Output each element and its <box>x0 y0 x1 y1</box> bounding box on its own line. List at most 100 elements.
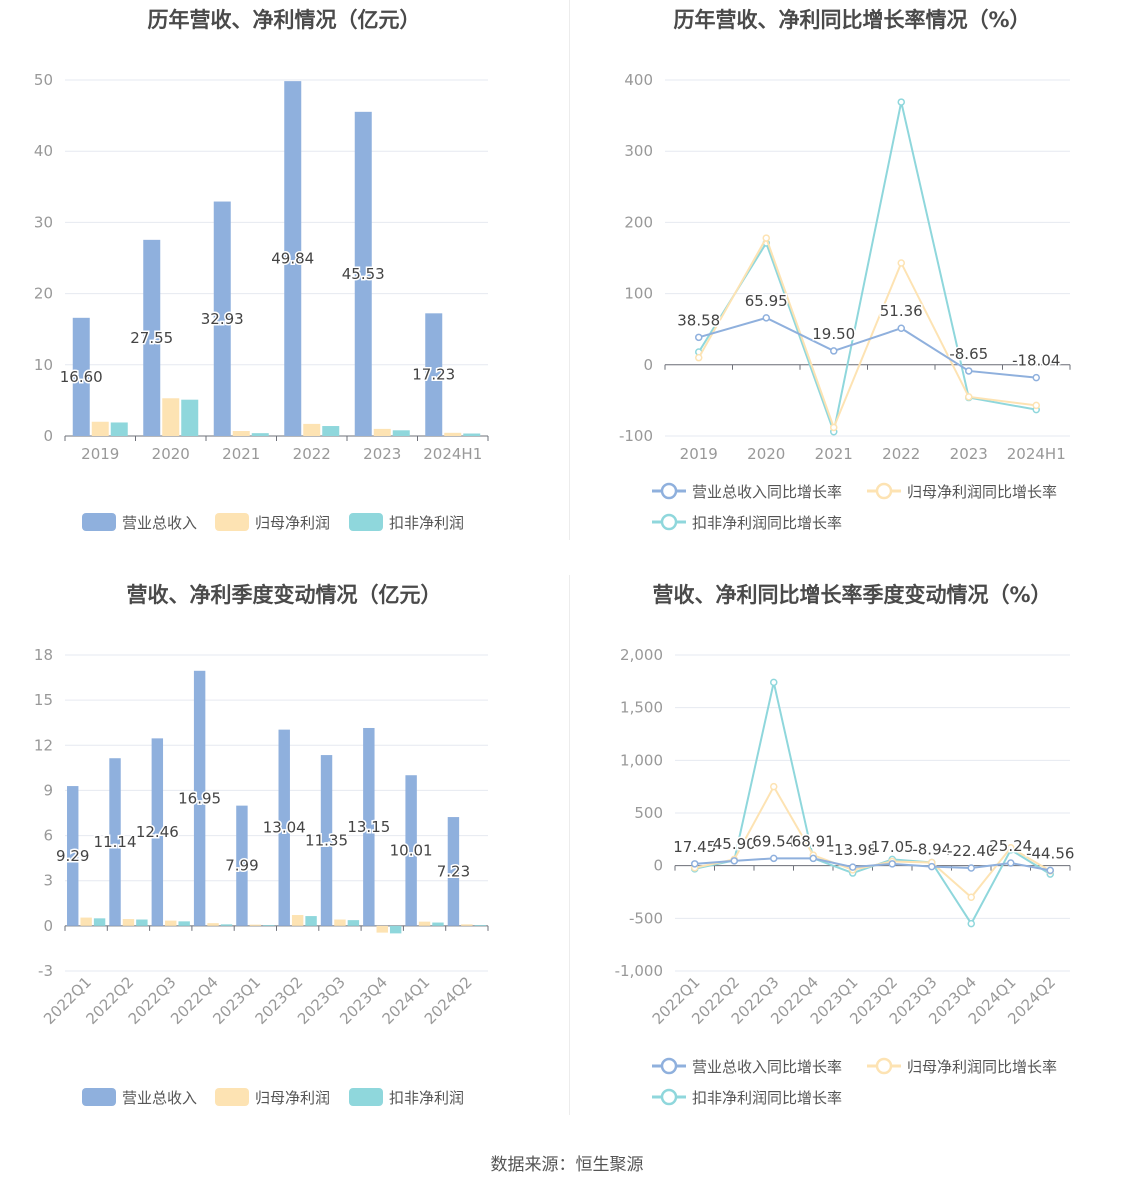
legend-swatch-marker <box>660 1057 678 1075</box>
bar-归母净利润 <box>207 923 219 926</box>
y-tick-label: 50 <box>34 71 53 89</box>
data-point <box>888 860 896 868</box>
data-label: 68.91 <box>792 832 835 850</box>
bar-扣非净利润 <box>93 918 106 926</box>
bar-扣非净利润 <box>392 430 410 436</box>
series-line-营业总收入同比增长率 <box>698 316 1037 379</box>
bar-扣非净利润 <box>432 922 444 926</box>
annual-line-panel: 历年营收、净利同比增长率情况（%） -100 0 100 200 300 400 2019 2… <box>570 0 1134 545</box>
y-tick-label: -500 <box>629 909 663 927</box>
y-tick-label: 1,000 <box>620 751 663 769</box>
x-tick-label: 2020 <box>747 445 785 463</box>
legend-label: 归母净利润 <box>255 514 330 532</box>
bar-营业总收入 <box>405 775 417 926</box>
legend-swatch <box>82 1088 116 1106</box>
data-label: 11.14 <box>94 833 137 851</box>
y-tick-label: 30 <box>34 213 53 231</box>
data-label: -13.98 <box>829 841 877 859</box>
bar-扣非净利润 <box>263 925 275 926</box>
bar-营业总收入 <box>320 755 333 926</box>
data-label: 17.23 <box>412 366 455 384</box>
data-source: 数据来源：恒生聚源 <box>490 1155 644 1175</box>
data-point <box>967 893 975 902</box>
bar-营业总收入 <box>363 727 375 926</box>
data-point <box>967 919 975 928</box>
data-label: -18.04 <box>1012 352 1060 370</box>
y-tick-label: -1,000 <box>615 962 663 980</box>
bar-扣非净利润 <box>220 924 233 926</box>
y-tick-label: 200 <box>624 213 653 231</box>
data-point <box>928 862 936 871</box>
y-tick-label: 18 <box>34 646 53 664</box>
data-point <box>1046 866 1054 875</box>
y-tick-label: 300 <box>624 142 653 160</box>
bar-扣非净利润 <box>463 433 481 436</box>
data-point <box>695 333 703 342</box>
bar-营业总收入 <box>278 729 290 926</box>
divider-bottom <box>569 575 570 1115</box>
bar-扣非净利润 <box>136 919 148 926</box>
bar-营业总收入 <box>67 786 79 926</box>
bar-扣非净利润 <box>178 921 190 926</box>
bar-归母净利润 <box>162 398 180 436</box>
bar-扣非净利润 <box>347 920 360 926</box>
bar-营业总收入 <box>425 313 443 436</box>
legend-swatch-marker <box>660 482 678 500</box>
data-label: 51.36 <box>880 302 923 320</box>
data-point <box>967 864 975 872</box>
y-tick-label: 20 <box>34 285 53 303</box>
bar-归母净利润 <box>376 925 388 933</box>
y-tick-label: 12 <box>34 736 53 754</box>
data-label: 25.24 <box>989 837 1032 855</box>
legend-label: 扣非净利润 <box>389 514 464 532</box>
data-label: 16.60 <box>60 368 103 386</box>
data-point <box>695 353 703 362</box>
y-tick-label: 2,000 <box>620 646 663 664</box>
x-tick-label: 2020 <box>152 445 190 463</box>
x-tick-label: 2021 <box>222 445 260 463</box>
data-point <box>897 259 905 267</box>
data-point <box>1032 373 1040 382</box>
legend-swatch-marker <box>660 513 678 531</box>
data-label: 65.95 <box>745 292 788 310</box>
legend-label: 营业总收入同比增长率 <box>692 483 842 501</box>
legend-label: 归母净利润同比增长率 <box>907 483 1057 501</box>
y-tick-label: 400 <box>624 71 653 89</box>
annual-bar-panel: 历年营收、净利情况（亿元） 0 10 20 30 40 50 2019 2020 2021 202… <box>0 0 568 545</box>
data-label: 45.53 <box>342 265 385 283</box>
y-tick-label: 40 <box>34 142 53 160</box>
bar-营业总收入 <box>151 738 164 926</box>
y-tick-label: 9 <box>43 781 53 799</box>
y-tick-label: 0 <box>653 857 663 875</box>
y-tick-label: 500 <box>634 804 663 822</box>
x-tick-label: 2023 <box>950 445 988 463</box>
legend-label: 归母净利润 <box>255 1089 330 1107</box>
legend-swatch <box>215 1088 249 1106</box>
bar-归母净利润 <box>165 920 177 926</box>
y-tick-label: 100 <box>624 285 653 303</box>
bar-扣非净利润 <box>181 399 199 436</box>
bar-营业总收入 <box>109 758 121 926</box>
bar-扣非净利润 <box>110 422 128 436</box>
data-label: 49.84 <box>271 250 314 268</box>
data-point <box>830 347 838 355</box>
data-point <box>830 423 838 432</box>
data-point <box>965 367 973 375</box>
data-point <box>897 324 905 332</box>
bar-归母净利润 <box>80 917 92 926</box>
data-point <box>809 854 817 863</box>
quarterly-line-panel: 营收、净利同比增长率季度变动情况（%） -1,000 -500 0 500 1,000 1… <box>570 575 1134 1120</box>
bar-扣非净利润 <box>389 925 402 934</box>
bar-营业总收入 <box>143 239 161 436</box>
bar-归母净利润 <box>373 428 391 436</box>
y-tick-label: 1,500 <box>620 699 663 717</box>
series-line-扣非净利润同比增长率 <box>694 682 1051 926</box>
y-tick-label: 3 <box>43 872 53 890</box>
data-point <box>730 857 738 865</box>
data-label: -22.40 <box>947 842 995 860</box>
x-tick-label: 2019 <box>680 445 718 463</box>
x-tick-label: 2021 <box>815 445 853 463</box>
bar-归母净利润 <box>291 915 304 926</box>
bar-归母净利润 <box>91 421 109 436</box>
legend-swatch <box>82 513 116 531</box>
